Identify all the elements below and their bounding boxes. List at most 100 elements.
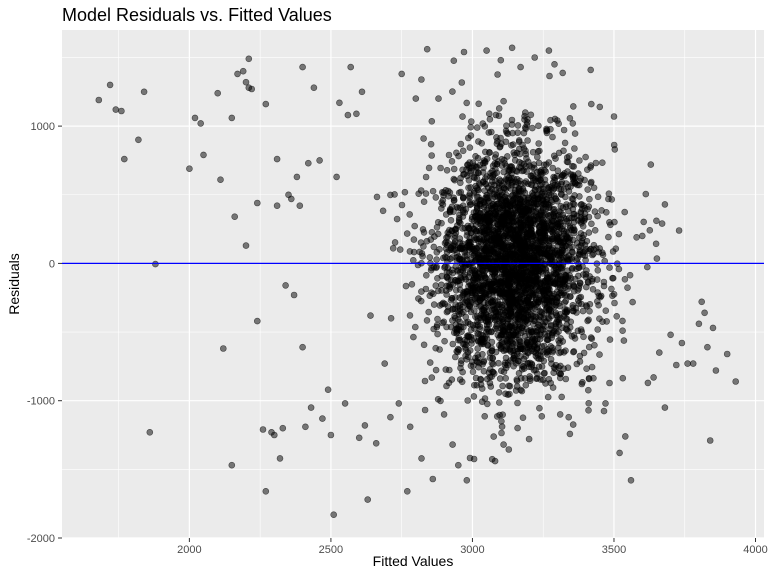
data-point <box>467 362 475 370</box>
data-point <box>484 184 492 191</box>
data-point <box>565 413 573 421</box>
data-point <box>578 239 586 247</box>
data-point <box>594 266 602 274</box>
data-point <box>444 307 452 315</box>
data-point <box>450 240 458 248</box>
data-point <box>507 265 514 272</box>
data-point <box>406 423 414 431</box>
data-point <box>435 95 442 102</box>
y-axis-ticks: -2000 -1000 0 1000 <box>27 121 62 545</box>
data-point <box>432 194 440 201</box>
data-point <box>602 400 609 407</box>
data-point <box>689 360 697 367</box>
data-point <box>570 348 578 355</box>
data-point <box>574 181 581 189</box>
data-point <box>534 148 542 155</box>
data-point <box>543 237 550 244</box>
data-point <box>546 72 553 80</box>
data-point <box>492 186 500 194</box>
data-point <box>438 199 446 206</box>
data-point <box>553 220 561 228</box>
data-point <box>489 257 497 265</box>
data-point <box>539 265 546 272</box>
data-point <box>562 297 570 305</box>
data-point <box>410 236 418 243</box>
data-point <box>602 209 610 216</box>
data-point <box>517 353 524 360</box>
data-point <box>551 365 559 373</box>
data-point <box>459 147 467 155</box>
data-point <box>475 138 482 145</box>
minor-gridlines <box>62 30 764 538</box>
data-point <box>443 323 450 331</box>
data-point <box>479 257 487 265</box>
data-point <box>584 386 592 394</box>
data-point <box>496 235 504 242</box>
data-point <box>621 275 629 283</box>
data-point <box>661 201 669 208</box>
data-point <box>330 511 338 519</box>
data-point <box>466 347 474 354</box>
data-point <box>442 211 450 218</box>
x-axis-title: Fitted Values <box>373 553 454 569</box>
data-point <box>597 293 604 301</box>
data-point <box>438 219 445 227</box>
data-point <box>644 379 652 387</box>
data-point <box>372 439 380 447</box>
data-point <box>495 228 502 235</box>
data-point <box>509 217 517 225</box>
data-point <box>420 243 427 250</box>
data-point <box>428 152 436 159</box>
data-point <box>672 361 680 369</box>
data-point <box>341 400 349 407</box>
data-point <box>437 397 444 405</box>
data-point <box>299 343 306 351</box>
data-point <box>610 141 618 149</box>
data-point <box>112 106 120 113</box>
data-point <box>503 129 511 136</box>
data-point <box>446 189 454 196</box>
data-point <box>521 283 529 291</box>
data-point <box>441 300 449 308</box>
data-point <box>530 278 538 285</box>
x-tick-label: 3500 <box>602 544 626 556</box>
data-point <box>551 280 558 287</box>
data-point <box>469 368 477 376</box>
data-point <box>565 188 573 195</box>
data-point <box>537 355 545 362</box>
data-point <box>533 153 541 161</box>
data-point <box>510 340 517 348</box>
data-point <box>527 111 535 119</box>
data-point <box>512 299 519 306</box>
data-point <box>482 304 489 311</box>
data-point <box>626 271 634 279</box>
data-point <box>545 47 553 54</box>
data-point <box>217 176 224 183</box>
data-point <box>488 285 495 293</box>
data-point <box>701 309 708 317</box>
data-point <box>434 330 441 338</box>
data-point <box>569 301 577 309</box>
data-point <box>475 169 482 177</box>
data-point <box>505 382 513 390</box>
data-point <box>493 215 501 222</box>
data-point <box>477 381 485 388</box>
data-point <box>430 243 438 251</box>
data-point <box>441 337 448 345</box>
data-point <box>421 377 429 385</box>
x-tick-label: 2500 <box>319 544 343 556</box>
data-point <box>537 250 545 257</box>
data-point <box>458 357 465 364</box>
data-point <box>482 328 490 336</box>
data-point <box>505 446 513 453</box>
data-point <box>567 318 575 326</box>
data-point <box>633 234 640 241</box>
data-point <box>587 334 595 341</box>
data-point <box>502 199 509 207</box>
data-point <box>471 174 478 182</box>
data-point <box>483 240 491 247</box>
data-point <box>499 330 506 338</box>
data-point <box>585 375 593 383</box>
data-point <box>434 287 442 295</box>
data-point <box>496 375 504 382</box>
